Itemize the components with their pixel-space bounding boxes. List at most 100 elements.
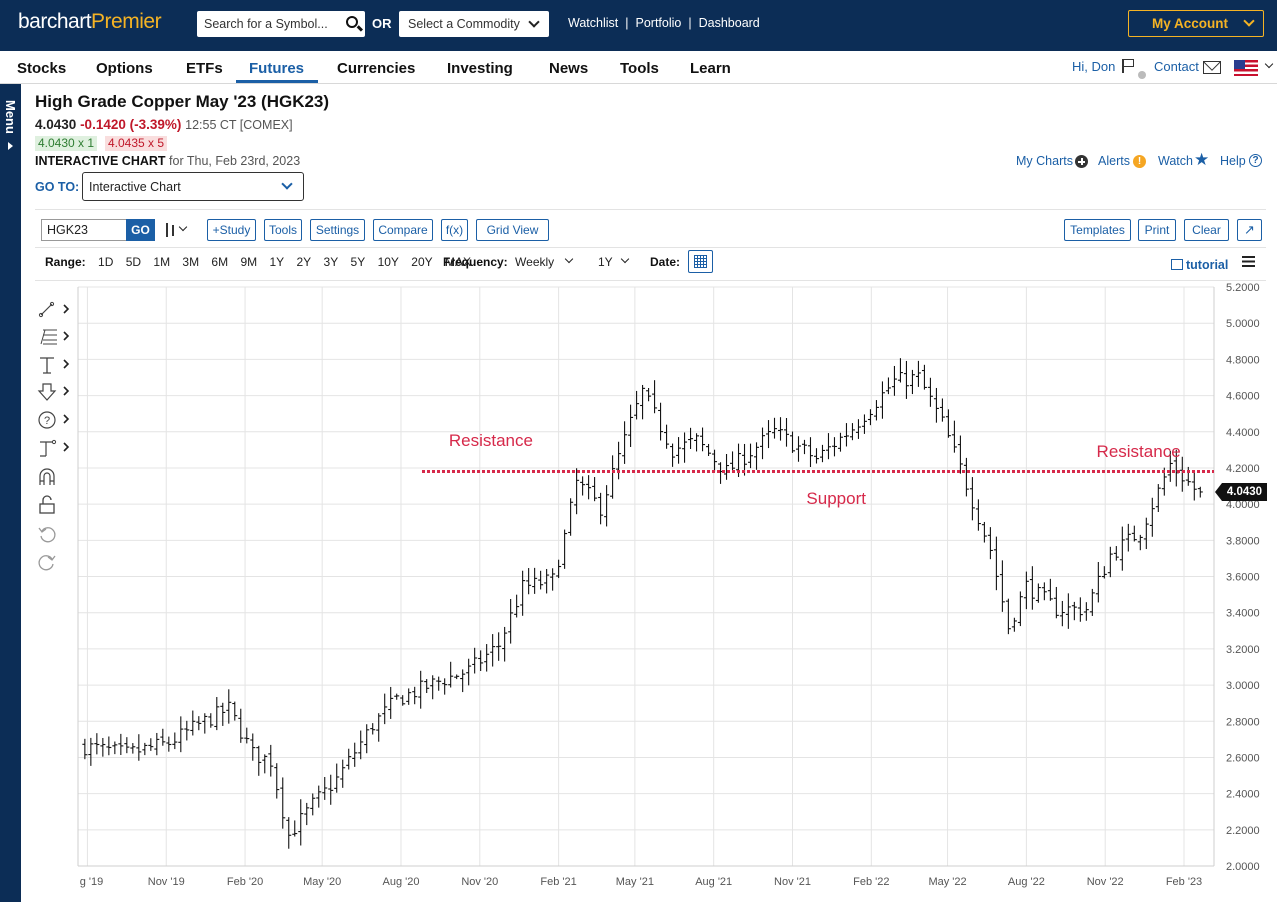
film-icon[interactable] <box>1171 259 1183 270</box>
hamburger-menu-icon[interactable] <box>1242 256 1255 267</box>
watchlist-link[interactable]: Watchlist <box>568 16 619 30</box>
templates-button[interactable]: Templates <box>1064 219 1131 241</box>
compare-button[interactable]: Compare <box>373 219 433 241</box>
alert-icon[interactable]: ! <box>1133 155 1146 168</box>
goto-select[interactable]: Interactive Chart <box>82 172 304 201</box>
ohlc-bar <box>160 728 166 746</box>
ohlc-bar <box>760 427 766 460</box>
period-value: 1Y <box>598 255 613 269</box>
annotation-label: Resistance <box>449 431 533 450</box>
side-menu-toggle[interactable]: Menu <box>0 84 21 902</box>
nav-news[interactable]: News <box>549 60 589 77</box>
go-button[interactable]: GO <box>126 219 155 241</box>
nav-futures[interactable]: Futures <box>249 60 305 77</box>
nav-investing[interactable]: Investing <box>447 60 513 77</box>
ohlc-bars <box>82 358 1203 849</box>
bar-type-icon[interactable] <box>163 223 177 237</box>
calendar-icon[interactable] <box>688 250 713 273</box>
barchart-logo[interactable]: barchartPremier <box>18 10 162 34</box>
ohlc-bar <box>250 733 256 761</box>
period-selector[interactable]: 1Y <box>598 255 613 269</box>
range-5y[interactable]: 5Y <box>350 255 366 269</box>
range-5d[interactable]: 5D <box>125 255 142 269</box>
range-20y[interactable]: 20Y <box>411 255 433 269</box>
portfolio-link[interactable]: Portfolio <box>635 16 682 30</box>
fx-button[interactable]: f(x) <box>441 219 468 241</box>
lock-icon[interactable] <box>37 495 71 515</box>
divider <box>35 280 1266 281</box>
tutorial-link[interactable]: tutorial <box>1186 258 1229 272</box>
nav-stocks[interactable]: Stocks <box>17 60 67 77</box>
ohlc-bar <box>718 462 724 484</box>
redo-icon[interactable] <box>37 552 71 572</box>
my-account-button[interactable]: My Account <box>1128 10 1264 37</box>
x-tick-label: Feb '23 <box>1166 876 1202 888</box>
ohlc-bar <box>807 437 813 467</box>
add-study-button[interactable]: +Study <box>207 219 256 241</box>
range-1d[interactable]: 1D <box>98 255 114 269</box>
star-icon[interactable]: ★ <box>1194 150 1210 169</box>
settings-button[interactable]: Settings <box>310 219 365 241</box>
dashboard-link[interactable]: Dashboard <box>698 16 760 30</box>
us-flag-icon[interactable] <box>1234 60 1258 76</box>
contact-link[interactable]: Contact <box>1154 59 1199 74</box>
range-9m[interactable]: 9M <box>240 255 258 269</box>
ohlc-bar <box>855 419 861 439</box>
range-max[interactable]: MAX <box>444 255 471 269</box>
measure-tool-icon[interactable] <box>37 438 71 458</box>
y-tick-label: 4.6000 <box>1226 391 1260 403</box>
ohlc-bar <box>544 568 550 594</box>
ohlc-bar <box>1077 597 1083 622</box>
plus-circle-icon[interactable] <box>1075 155 1088 168</box>
frequency-selector[interactable]: Frequency: Weekly <box>443 255 554 269</box>
search-icon[interactable] <box>346 16 358 28</box>
help-icon[interactable]: ? <box>1249 154 1262 167</box>
nav-currencies[interactable]: Currencies <box>337 60 416 77</box>
help-link[interactable]: Help <box>1220 154 1246 168</box>
x-axis: g '19 Nov '19 Feb '20 May '20 Aug '20 Nov '20… <box>80 876 1202 888</box>
range-2y[interactable]: 2Y <box>296 255 312 269</box>
nav-etfs[interactable]: ETFs <box>186 60 223 77</box>
ohlc-bar <box>664 424 670 449</box>
alerts-link[interactable]: Alerts <box>1098 154 1130 168</box>
line-tool-icon[interactable] <box>37 300 71 320</box>
ohlc-bar <box>909 369 915 395</box>
nav-tools[interactable]: Tools <box>620 60 659 77</box>
print-button[interactable]: Print <box>1138 219 1176 241</box>
divider <box>35 247 1266 248</box>
range-3y[interactable]: 3Y <box>323 255 339 269</box>
x-tick-label: Aug '20 <box>382 876 419 888</box>
magnet-icon[interactable] <box>37 467 71 487</box>
range-10y[interactable]: 10Y <box>377 255 399 269</box>
chart-date: for Thu, Feb 23rd, 2023 <box>169 154 301 168</box>
tools-button[interactable]: Tools <box>264 219 302 241</box>
ohlc-bar <box>843 423 849 447</box>
nav-learn[interactable]: Learn <box>690 60 731 77</box>
flag-icon[interactable] <box>1122 59 1134 73</box>
commodity-select[interactable]: Select a Commodity <box>399 11 549 37</box>
question-tool-icon[interactable]: ? <box>37 410 71 430</box>
range-1y[interactable]: 1Y <box>269 255 285 269</box>
fib-tool-icon[interactable] <box>37 327 71 347</box>
text-tool-icon[interactable] <box>37 355 71 375</box>
my-charts-link[interactable]: My Charts <box>1016 154 1073 168</box>
nav-options[interactable]: Options <box>96 60 153 77</box>
watch-link[interactable]: Watch <box>1158 154 1193 168</box>
ohlc-bar <box>784 417 790 447</box>
arrow-tool-icon[interactable] <box>37 382 71 402</box>
grid-view-button[interactable]: Grid View <box>476 219 549 241</box>
ohlc-bar <box>712 449 718 472</box>
mail-icon[interactable] <box>1203 61 1221 74</box>
ohlc-bar <box>196 716 202 731</box>
expand-arrow-icon[interactable]: ↗ <box>1237 219 1262 241</box>
range-6m[interactable]: 6M <box>211 255 229 269</box>
clear-button[interactable]: Clear <box>1184 219 1229 241</box>
range-1m[interactable]: 1M <box>153 255 171 269</box>
x-tick-label: Nov '22 <box>1087 876 1124 888</box>
ohlc-bar <box>1167 450 1173 482</box>
range-3m[interactable]: 3M <box>182 255 200 269</box>
symbol-search-input[interactable]: Search for a Symbol... <box>197 11 365 37</box>
user-greeting[interactable]: Hi, Don <box>1072 59 1116 74</box>
undo-icon[interactable] <box>37 524 71 544</box>
